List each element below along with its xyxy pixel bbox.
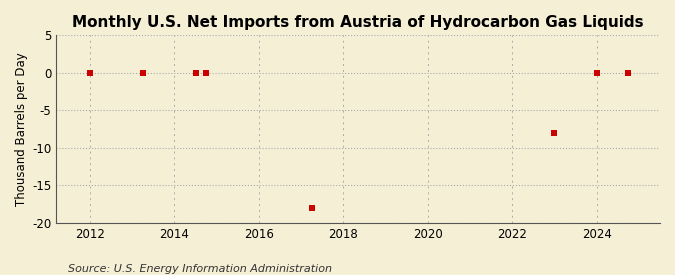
Point <box>138 71 148 75</box>
Point <box>190 71 201 75</box>
Point <box>200 71 211 75</box>
Title: Monthly U.S. Net Imports from Austria of Hydrocarbon Gas Liquids: Monthly U.S. Net Imports from Austria of… <box>72 15 644 30</box>
Point <box>623 71 634 75</box>
Point <box>591 71 602 75</box>
Text: Source: U.S. Energy Information Administration: Source: U.S. Energy Information Administ… <box>68 264 331 274</box>
Y-axis label: Thousand Barrels per Day: Thousand Barrels per Day <box>15 52 28 206</box>
Point <box>549 131 560 135</box>
Point <box>306 206 317 210</box>
Point <box>84 71 95 75</box>
